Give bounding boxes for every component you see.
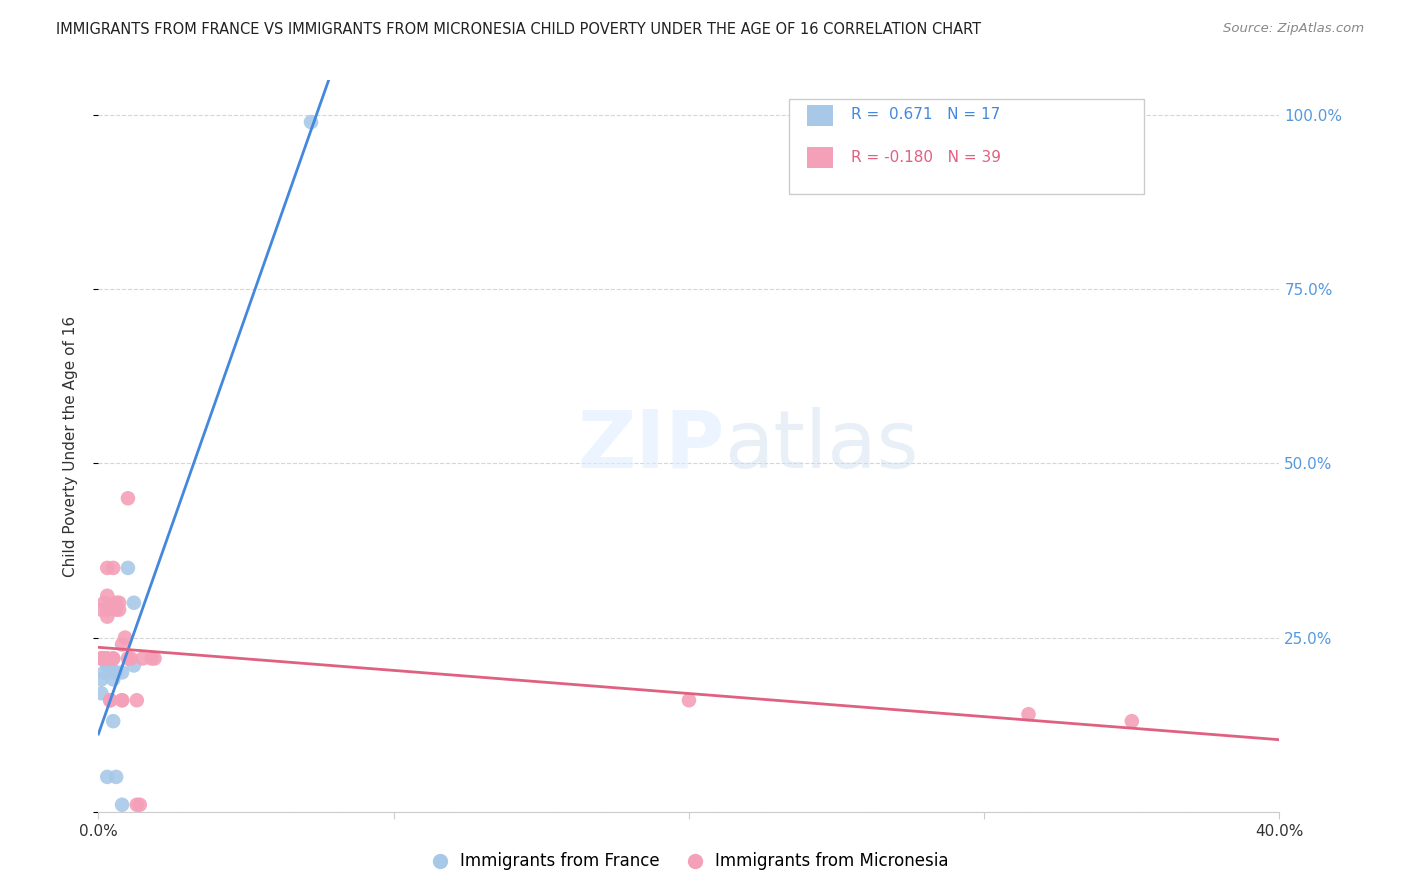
Point xyxy=(90,603,112,617)
Point xyxy=(108,603,131,617)
FancyBboxPatch shape xyxy=(807,147,832,168)
Point xyxy=(141,651,163,665)
Point xyxy=(103,665,125,680)
Point xyxy=(111,797,134,812)
Point xyxy=(122,658,145,673)
Point xyxy=(103,561,125,575)
Point xyxy=(93,651,115,665)
Point xyxy=(1017,707,1039,722)
Text: R =  0.671   N = 17: R = 0.671 N = 17 xyxy=(851,107,1000,122)
Point xyxy=(105,596,128,610)
Point xyxy=(111,693,134,707)
Point xyxy=(117,561,139,575)
Text: R = -0.180   N = 39: R = -0.180 N = 39 xyxy=(851,150,1001,165)
Point xyxy=(128,797,150,812)
Point xyxy=(111,638,134,652)
Point xyxy=(125,693,148,707)
Point xyxy=(90,686,112,700)
Text: atlas: atlas xyxy=(724,407,918,485)
Point xyxy=(96,561,118,575)
Point xyxy=(143,651,166,665)
Point xyxy=(132,651,155,665)
Point xyxy=(111,693,134,707)
Point xyxy=(117,491,139,506)
Point xyxy=(103,673,125,687)
Point xyxy=(122,596,145,610)
Point xyxy=(96,603,118,617)
Point xyxy=(103,714,125,728)
Point xyxy=(96,609,118,624)
Point xyxy=(90,651,112,665)
Point xyxy=(678,693,700,707)
Point xyxy=(96,651,118,665)
Point xyxy=(125,797,148,812)
FancyBboxPatch shape xyxy=(789,99,1143,194)
Point xyxy=(96,658,118,673)
Point xyxy=(96,651,118,665)
Point xyxy=(117,651,139,665)
Point xyxy=(90,651,112,665)
Y-axis label: Child Poverty Under the Age of 16: Child Poverty Under the Age of 16 xyxy=(63,316,77,576)
Point xyxy=(103,651,125,665)
Point xyxy=(98,693,121,707)
Point xyxy=(103,651,125,665)
Point xyxy=(90,673,112,687)
Point xyxy=(90,651,112,665)
Point xyxy=(114,631,136,645)
Text: IMMIGRANTS FROM FRANCE VS IMMIGRANTS FROM MICRONESIA CHILD POVERTY UNDER THE AGE: IMMIGRANTS FROM FRANCE VS IMMIGRANTS FRO… xyxy=(56,22,981,37)
Point xyxy=(111,665,134,680)
Point xyxy=(1121,714,1143,728)
Point xyxy=(98,658,121,673)
Point xyxy=(98,693,121,707)
Point xyxy=(93,651,115,665)
Point xyxy=(96,589,118,603)
Point xyxy=(120,651,142,665)
Point xyxy=(105,770,128,784)
Point xyxy=(105,603,128,617)
Point xyxy=(108,596,131,610)
Text: Source: ZipAtlas.com: Source: ZipAtlas.com xyxy=(1223,22,1364,36)
Legend: Immigrants from France, Immigrants from Micronesia: Immigrants from France, Immigrants from … xyxy=(423,846,955,877)
Point xyxy=(93,596,115,610)
Text: ZIP: ZIP xyxy=(576,407,724,485)
FancyBboxPatch shape xyxy=(807,105,832,127)
Point xyxy=(105,665,128,680)
Point xyxy=(299,115,322,129)
Point xyxy=(93,651,115,665)
Point xyxy=(96,770,118,784)
Point xyxy=(93,665,115,680)
